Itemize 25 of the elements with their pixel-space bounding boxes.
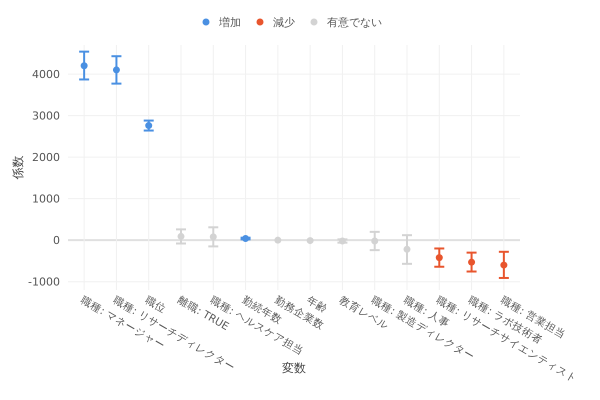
point — [468, 258, 476, 266]
x-axis-title: 変数 — [282, 361, 306, 375]
point — [112, 66, 120, 74]
legend-label: 有意でない — [327, 16, 382, 29]
legend-label: 増加 — [218, 16, 241, 29]
point — [436, 254, 443, 262]
y-axis-title: 係数 — [11, 156, 25, 180]
point — [178, 232, 184, 240]
point — [338, 238, 346, 244]
point — [242, 235, 250, 242]
y-tick-label: -1000 — [28, 276, 60, 289]
point — [404, 246, 410, 253]
point — [80, 62, 88, 70]
point — [371, 238, 378, 244]
y-tick-label: 1000 — [32, 192, 60, 206]
point — [210, 233, 217, 240]
point — [145, 122, 152, 130]
legend-label: 減少 — [273, 16, 295, 29]
y-tick-label: 4000 — [32, 68, 60, 82]
y-tick-label: 0 — [53, 234, 60, 248]
point — [306, 237, 314, 244]
y-tick-label: 3000 — [32, 110, 60, 123]
point — [500, 262, 508, 269]
point — [274, 236, 282, 244]
y-tick-label: 2000 — [32, 151, 60, 164]
